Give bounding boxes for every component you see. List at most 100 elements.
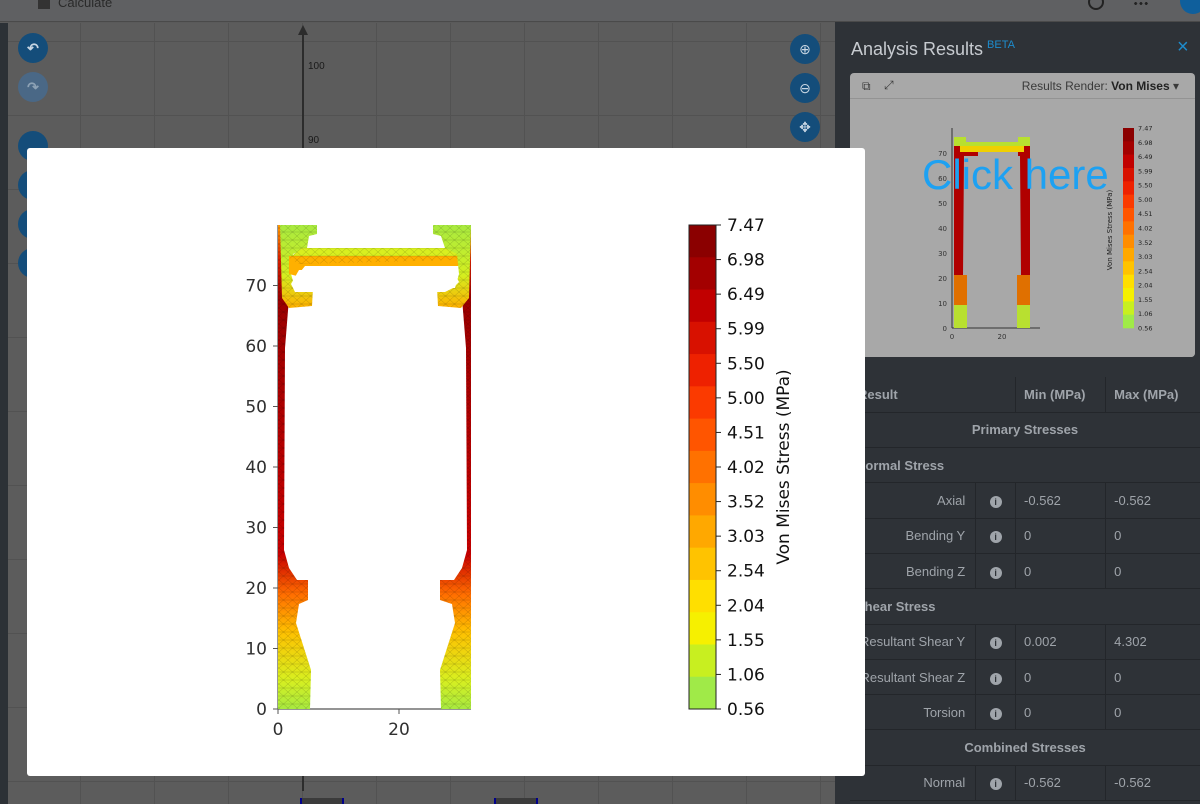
mini-y-tick-label: 50 [938, 200, 947, 208]
colorbar-segment [689, 515, 716, 549]
row-max: 0 [1105, 553, 1200, 590]
move-icon: ✥ [799, 118, 811, 135]
section-shape-right [494, 798, 538, 804]
mini-colorbar-tick-label: 5.00 [1138, 196, 1152, 204]
colorbar-tick-label: 5.00 [727, 389, 765, 409]
info-icon[interactable]: i [975, 518, 1016, 554]
colorbar-segment [689, 225, 716, 258]
mini-y-tick-label: 0 [943, 325, 947, 333]
mini-right-foot [1017, 305, 1030, 328]
mini-left-foot [954, 305, 967, 328]
table-row: Resultant Shear Y i 0.002 4.302 [850, 624, 1200, 660]
colorbar-segment [689, 289, 716, 323]
results-render-select[interactable]: Results Render: Von Mises ▾ [1021, 79, 1179, 93]
colorbar-ticks: 7.47 6.98 6.49 5.99 5.50 5.00 4.51 4.02 3.52 3.03… [716, 216, 765, 720]
info-icon[interactable]: i [975, 765, 1016, 802]
y-tick-label: 70 [245, 277, 267, 297]
zoom-out-icon: ⊖ [799, 79, 811, 96]
left-wall-mesh [278, 225, 311, 709]
click-here-overlay[interactable]: Click here [922, 151, 1109, 198]
row-min: 0 [1015, 553, 1106, 590]
undo-button[interactable]: ↶ [18, 33, 48, 63]
right-top-flange-mesh [433, 225, 471, 308]
mini-colorbar-segment [1123, 221, 1134, 235]
colorbar-segment [689, 483, 716, 516]
row-label: Resultant Shear Z [850, 659, 976, 696]
mini-colorbar-tick-label: 7.47 [1138, 125, 1152, 133]
row-max: 0 [1105, 659, 1200, 696]
results-preview-card[interactable]: ⧉ ⤢ Results Render: Von Mises ▾ 70 60 50 40… [850, 73, 1195, 357]
subsection-shear-stress: Shear Stress [850, 588, 1200, 625]
y-tick-label: 60 [245, 337, 267, 357]
row-max: 0 [1105, 518, 1200, 554]
mini-colorbar-segment [1123, 141, 1134, 155]
analysis-results-panel: Analysis Results BETA × ⧉ ⤢ Results Rende… [835, 22, 1200, 804]
y-tick-label: 10 [245, 640, 267, 660]
section-primary-stresses: Primary Stresses [850, 412, 1200, 449]
table-header-row: Result Min (MPa) Max (MPa) [850, 377, 1200, 413]
mini-colorbar-tick-label: 3.03 [1138, 253, 1152, 261]
info-icon[interactable]: i [975, 659, 1016, 696]
mini-colorbar-segment [1123, 248, 1134, 262]
mini-colorbar-segment [1123, 181, 1134, 195]
stress-plot-modal[interactable]: 70 60 50 40 30 20 10 0 0 20 7.47 6.98 6.49 5. [27, 148, 865, 776]
info-icon[interactable]: i [975, 553, 1016, 590]
row-min: -0.562 [1015, 482, 1106, 519]
colorbar-segment [689, 354, 716, 387]
mini-colorbar-tick-label: 1.06 [1138, 310, 1152, 318]
colorbar-tick-label: 1.55 [727, 631, 765, 651]
row-max: -0.562 [1105, 765, 1200, 802]
apps-grid-icon[interactable] [1133, 0, 1149, 6]
mini-top-web [960, 146, 1024, 152]
calculate-menu[interactable]: Calculate [38, 0, 112, 10]
close-icon[interactable]: × [1177, 36, 1189, 58]
header-max: Max (MPa) [1105, 377, 1200, 413]
mini-colorbar-segment [1123, 288, 1134, 302]
info-icon[interactable]: i [975, 624, 1016, 660]
panel-title: Analysis Results BETA [851, 39, 1015, 60]
colorbar-segment [689, 321, 716, 355]
help-icon[interactable] [1088, 0, 1104, 10]
right-wall-mesh [440, 225, 471, 709]
colorbar-tick-label: 3.52 [727, 493, 765, 513]
inner-opening-top [291, 270, 459, 292]
mini-y-tick-label: 60 [938, 175, 947, 183]
mini-colorbar-tick-label: 0.56 [1138, 325, 1152, 333]
info-icon[interactable]: i [975, 482, 1016, 519]
calculator-icon [38, 0, 50, 9]
colorbar-tick-label: 1.06 [727, 665, 765, 685]
colorbar-tick-label: 4.02 [727, 458, 765, 478]
mini-colorbar-tick-label: 6.98 [1138, 139, 1152, 147]
calculate-label: Calculate [58, 0, 113, 10]
colorbar-segment [689, 579, 716, 613]
colorbar-segment [689, 644, 716, 678]
colorbar-segment [689, 676, 716, 710]
row-min: 0 [1015, 694, 1106, 731]
expand-icon[interactable]: ⤢ [884, 78, 894, 92]
zoom-in-icon: ⊕ [799, 40, 811, 57]
mini-x-tick-label: 20 [998, 333, 1007, 341]
avatar[interactable] [1180, 0, 1200, 14]
results-render-label: Results Render: [1021, 79, 1108, 93]
mini-colorbar-segment [1123, 208, 1134, 222]
table-row: Bending Y i 0 0 [850, 518, 1200, 554]
redo-button[interactable]: ↷ [18, 72, 48, 102]
colorbar-segment [689, 450, 716, 484]
zoom-in-button[interactable]: ⊕ [790, 34, 820, 64]
subsection-normal-stress: Normal Stress [850, 447, 1200, 484]
zoom-out-button[interactable]: ⊖ [790, 73, 820, 103]
pan-button[interactable]: ✥ [790, 112, 820, 142]
mini-colorbar-tick-label: 4.51 [1138, 210, 1152, 218]
colorbar-segment [689, 386, 716, 420]
colorbar-segment [689, 547, 716, 581]
undo-icon: ↶ [27, 39, 39, 56]
mini-colorbar-tick-label: 1.55 [1138, 296, 1152, 304]
mini-colorbar-segment [1123, 168, 1134, 182]
copy-icon[interactable]: ⧉ [862, 79, 871, 93]
info-icon[interactable]: i [975, 694, 1016, 731]
preview-toolbar: ⧉ ⤢ Results Render: Von Mises ▾ [850, 73, 1195, 99]
row-max: 0 [1105, 694, 1200, 731]
header-min: Min (MPa) [1015, 377, 1106, 413]
header-result: Result [850, 377, 1016, 413]
